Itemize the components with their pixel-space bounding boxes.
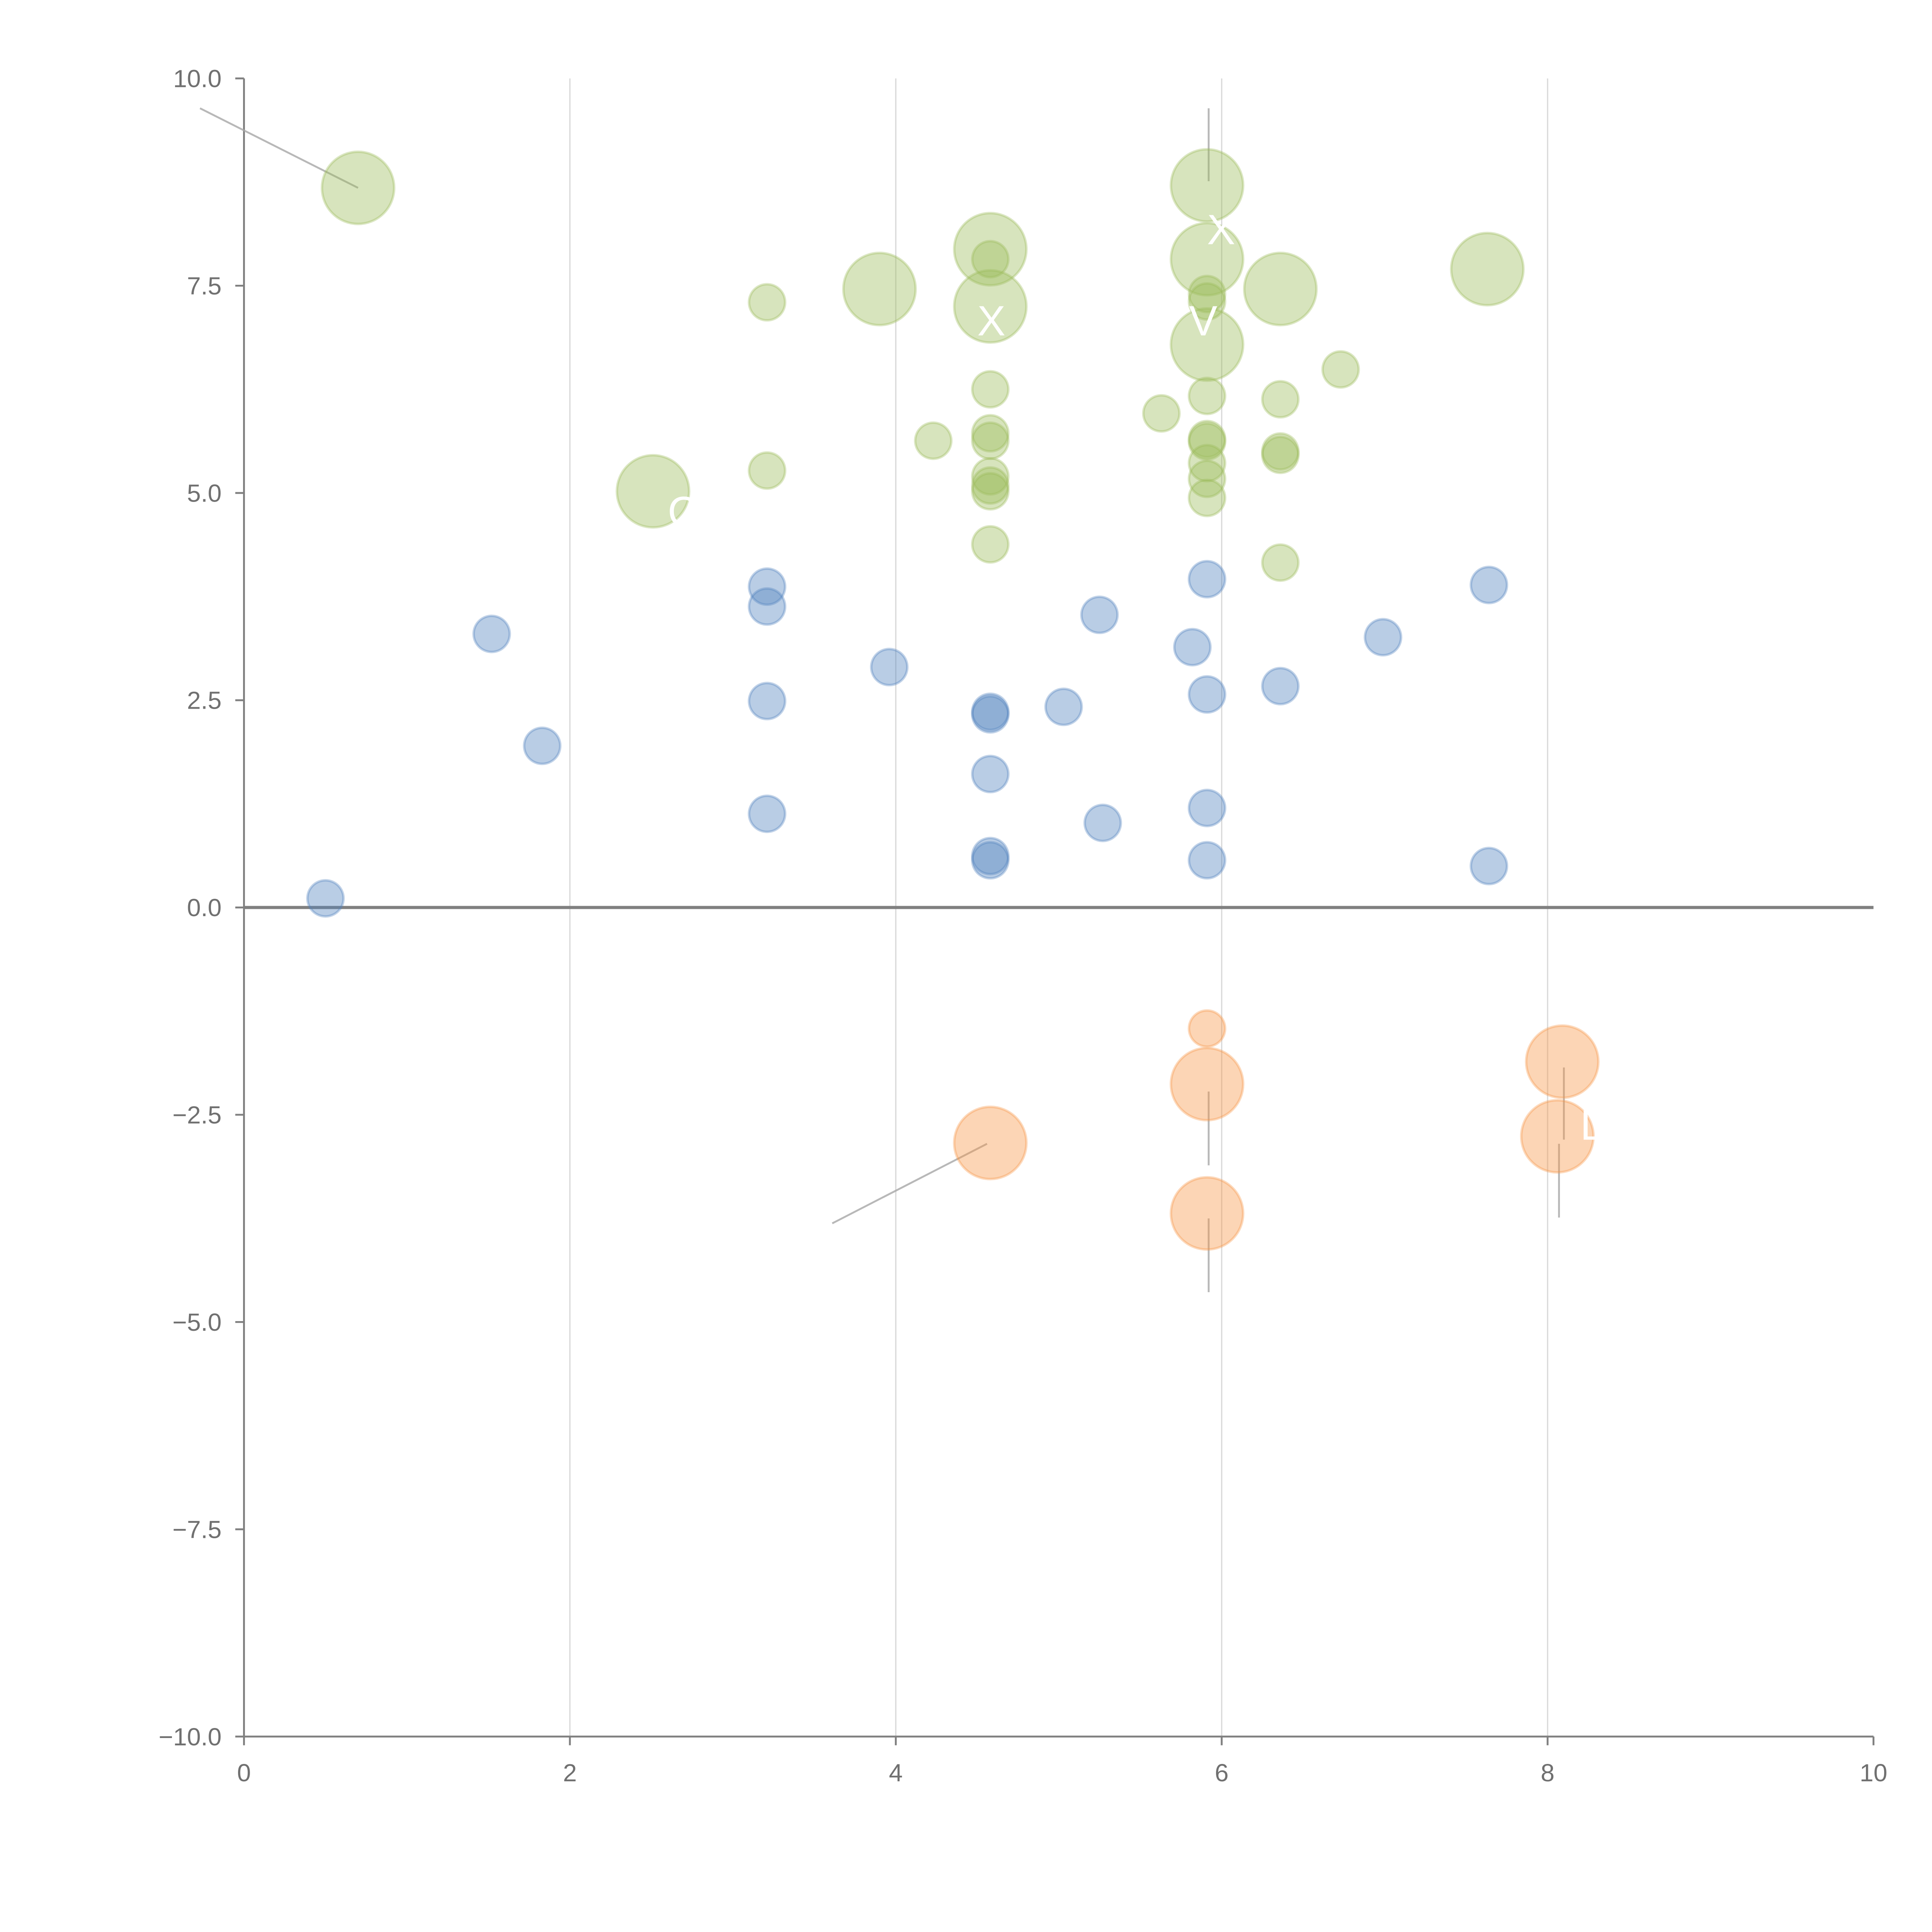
x-tick-label: 6 [1215, 1759, 1229, 1787]
point-green [971, 240, 1010, 279]
point-blue [1187, 841, 1226, 880]
point-green [1450, 231, 1525, 307]
point-blue [748, 794, 787, 833]
point-blue [1187, 675, 1226, 714]
point-green [1142, 394, 1181, 433]
point-green [1187, 376, 1226, 415]
point-green [1170, 148, 1245, 223]
point-green [953, 269, 1028, 344]
point-green [1187, 420, 1226, 459]
point-blue [870, 648, 909, 687]
point-green [1187, 282, 1226, 321]
x-tick-label: 8 [1541, 1759, 1554, 1787]
point-green [842, 252, 917, 327]
point-blue [748, 567, 787, 606]
y-tick-label: −2.5 [172, 1101, 221, 1129]
leader-lines [199, 107, 1565, 1293]
axes: 0 2 4 6 8 10 10.0 7.5 5.0 2.5 0.0 −2.5 −5.0 −7.5 −10.0 [158, 65, 1887, 1787]
point-green [1170, 307, 1245, 382]
data-points [306, 148, 1600, 1251]
point-green [1187, 274, 1226, 313]
point-green [748, 451, 787, 490]
point-blue [523, 726, 562, 765]
point-green [971, 370, 1010, 409]
annotation-label: X [977, 298, 1005, 345]
point-green [1187, 459, 1226, 498]
point-green [953, 212, 1028, 287]
y-tick-label: 10.0 [173, 65, 221, 93]
annotation-label: V [1189, 298, 1217, 345]
point-blue [1083, 803, 1122, 842]
point-green [971, 525, 1010, 564]
point-green [971, 457, 1010, 496]
point-blue [1187, 789, 1226, 828]
point-green [1187, 422, 1226, 461]
point-green [1261, 543, 1300, 582]
point-blue [748, 587, 787, 626]
y-tick-label: −10.0 [158, 1723, 221, 1751]
annotation-labels: XX VCD [668, 206, 1611, 1149]
point-green [1321, 350, 1360, 389]
y-tick-label: 5.0 [187, 479, 222, 507]
x-tick-label: 10 [1860, 1759, 1888, 1787]
point-green [971, 421, 1010, 460]
point-green [971, 472, 1010, 511]
point-orange [1170, 1046, 1245, 1122]
annotation-label: D [1580, 1102, 1611, 1149]
y-tick-label: 2.5 [187, 687, 222, 714]
point-blue [1044, 687, 1083, 726]
point-green [1243, 252, 1318, 327]
point-green [971, 414, 1010, 453]
annotation-label: X [1207, 206, 1235, 253]
point-green [971, 466, 1010, 505]
point-green [914, 421, 953, 460]
leader-line [832, 1143, 988, 1225]
point-green [748, 283, 787, 322]
point-green [320, 150, 396, 225]
point-orange [1520, 1099, 1595, 1174]
point-orange [1170, 1176, 1245, 1251]
point-blue [971, 695, 1010, 734]
y-tick-label: −5.0 [172, 1308, 221, 1336]
x-tick-label: 0 [237, 1759, 251, 1787]
y-tick-label: 7.5 [187, 272, 222, 300]
point-green [1187, 478, 1226, 517]
point-blue [1261, 667, 1300, 706]
point-blue [971, 755, 1010, 794]
point-green [1261, 432, 1300, 471]
point-orange [953, 1105, 1028, 1180]
point-green [1261, 435, 1300, 474]
point-blue [1080, 595, 1119, 634]
point-blue [1173, 628, 1212, 667]
point-blue [971, 841, 1010, 880]
point-blue [1469, 847, 1509, 886]
y-tick-label: −7.5 [172, 1515, 221, 1543]
point-green [616, 454, 690, 529]
point-blue [1469, 566, 1509, 604]
point-green [1170, 222, 1245, 297]
point-blue [748, 682, 787, 721]
point-blue [472, 614, 511, 653]
point-blue [1364, 618, 1403, 657]
point-blue [1187, 560, 1226, 599]
point-blue [971, 692, 1010, 731]
annotation-label: C [668, 488, 698, 536]
point-blue [971, 837, 1010, 876]
point-green [1187, 444, 1226, 483]
point-green [1261, 380, 1300, 419]
point-orange [1525, 1024, 1600, 1099]
x-tick-label: 2 [563, 1759, 577, 1787]
point-orange [1187, 1009, 1226, 1048]
leader-line [199, 107, 359, 189]
y-tick-label: 0.0 [187, 894, 222, 922]
point-blue [306, 879, 345, 918]
x-tick-label: 4 [889, 1759, 903, 1787]
